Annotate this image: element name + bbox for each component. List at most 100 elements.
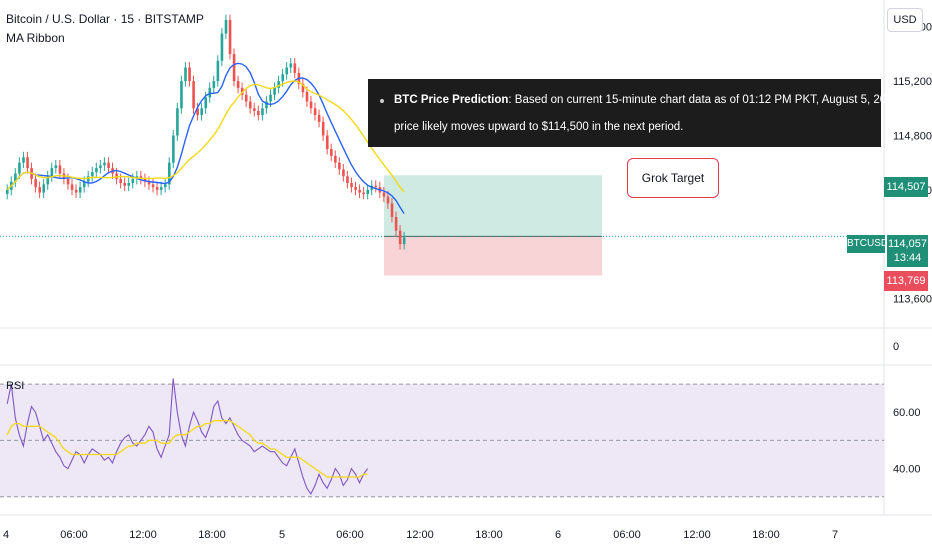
position-zones[interactable]: [0, 175, 884, 276]
candle-body: [147, 181, 151, 185]
candle-body: [249, 101, 252, 109]
symbol-title[interactable]: Bitcoin / U.S. Dollar · 15 · BITSTAMP: [6, 12, 204, 26]
prediction-line-1-text: : Based on current 15-minute chart data …: [508, 94, 903, 106]
candle-body: [139, 176, 143, 179]
grok-target-callout[interactable]: Grok Target: [627, 158, 719, 198]
prediction-heading: BTC Price Prediction: [394, 94, 509, 106]
candle-body: [273, 87, 276, 95]
bar-countdown: 13:44: [893, 252, 922, 264]
candle-body: [277, 81, 280, 88]
candle-body: [151, 184, 155, 188]
bullet-icon: [380, 99, 384, 103]
candle-body: [131, 178, 135, 184]
candle-body: [66, 178, 70, 185]
time-tick-label: 06:00: [336, 529, 364, 541]
symbol-price-tag: BTCUSD: [847, 235, 888, 253]
price-tick-label: 113,600: [893, 294, 932, 306]
candle-body: [301, 83, 305, 92]
candle-body: [58, 165, 62, 174]
candle-body: [119, 178, 122, 184]
candle-body: [257, 111, 260, 116]
prediction-line-1: BTC Price Prediction: Based on current 1…: [394, 94, 902, 106]
time-tick-label: 4: [3, 529, 9, 541]
candle-body: [196, 108, 199, 116]
candle-body: [350, 183, 353, 188]
candle-body: [200, 108, 203, 116]
candle-body: [46, 176, 50, 185]
candle-body: [216, 60, 220, 82]
rsi-ma-line: [6, 420, 368, 478]
candle-body: [99, 165, 102, 169]
candle-body: [293, 63, 297, 73]
candle-body: [34, 178, 37, 188]
currency-button[interactable]: USD: [887, 8, 923, 32]
candle-body: [184, 67, 187, 82]
candle-body: [321, 121, 325, 136]
current-price-value: 114,057: [888, 238, 927, 250]
prediction-line-2: price likely moves upward to $114,500 in…: [394, 121, 684, 133]
candle-body: [261, 108, 264, 116]
volume-pane-tick: 0: [893, 341, 899, 353]
price-candles[interactable]: [6, 14, 406, 250]
candle-body: [91, 172, 94, 177]
candle-body: [346, 176, 349, 184]
candle-body: [103, 162, 106, 166]
current-price-badge: 114,057 13:44: [887, 235, 928, 267]
candle-body: [366, 189, 370, 194]
candle-body: [232, 53, 236, 82]
candle-body: [386, 196, 390, 204]
time-tick-label: 12:00: [406, 529, 434, 541]
candle-body: [342, 169, 345, 177]
candle-body: [50, 168, 54, 177]
candle-body: [382, 192, 386, 197]
candle-body: [54, 165, 58, 169]
rsi-line: [6, 378, 369, 495]
time-tick-label: 12:00: [129, 529, 157, 541]
time-tick-label: 6: [555, 529, 561, 541]
candle-body: [38, 187, 41, 193]
candle-body: [402, 237, 406, 245]
candle-body: [159, 187, 163, 190]
price-tick-label: 115,200: [893, 76, 932, 88]
candle-body: [220, 33, 224, 61]
candle-body: [163, 184, 167, 188]
time-tick-label: 06:00: [60, 529, 88, 541]
candle-body: [78, 187, 82, 193]
target-price-badge: 114,507: [884, 177, 928, 197]
ma-ribbon-lines: [6, 62, 405, 214]
candle-body: [87, 176, 90, 182]
stop-zone: [384, 236, 602, 276]
candle-body: [253, 108, 256, 111]
rsi-label[interactable]: RSI: [6, 380, 25, 392]
candle-body: [240, 87, 244, 95]
candle-body: [74, 189, 78, 193]
candle-body: [338, 162, 341, 170]
candle-body: [285, 67, 289, 75]
rsi-indicator[interactable]: [0, 378, 884, 498]
candle-body: [265, 101, 268, 109]
ma-ribbon-label[interactable]: MA Ribbon: [6, 31, 65, 45]
target-zone: [384, 175, 602, 237]
candle-body: [176, 108, 179, 136]
candle-body: [168, 162, 171, 185]
candle-body: [317, 115, 321, 122]
time-tick-label: 12:00: [683, 529, 711, 541]
ma-line: [6, 62, 405, 214]
candle-body: [309, 101, 313, 109]
ma-line: [6, 80, 405, 193]
candle-body: [42, 184, 46, 193]
time-tick-label: 18:00: [198, 529, 226, 541]
candle-body: [204, 97, 208, 109]
candle-body: [289, 63, 293, 68]
candle-body: [394, 217, 398, 231]
candle-body: [127, 183, 131, 186]
candle-body: [398, 230, 402, 245]
prediction-tooltip: BTC Price Prediction: Based on current 1…: [368, 79, 902, 147]
time-tick-label: 06:00: [613, 529, 641, 541]
candle-body: [313, 108, 317, 116]
candle-body: [123, 183, 127, 186]
candle-body: [269, 94, 272, 102]
candle-body: [374, 185, 378, 188]
candle-body: [212, 81, 216, 88]
